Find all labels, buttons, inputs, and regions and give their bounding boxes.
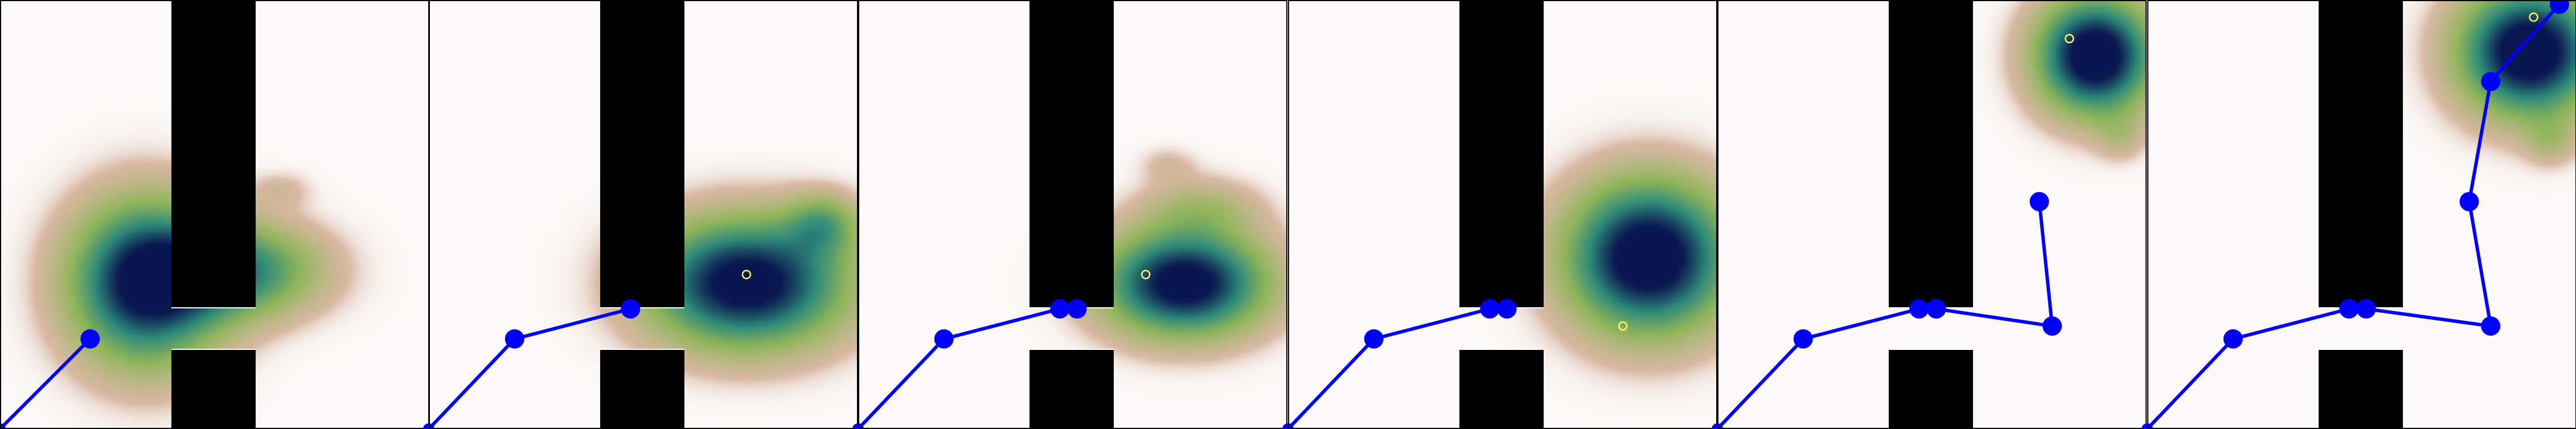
trajectory-node bbox=[2042, 316, 2062, 336]
obstacle-upper bbox=[2319, 0, 2403, 308]
panel-6 bbox=[2142, 0, 2576, 429]
trajectory-line bbox=[2146, 2, 2561, 429]
trajectory-node bbox=[2459, 192, 2479, 212]
trajectory-node bbox=[2481, 72, 2501, 92]
obstacle-upper bbox=[1459, 0, 1544, 308]
trajectory-node bbox=[934, 329, 954, 349]
target-marker bbox=[2529, 12, 2538, 22]
trajectory-node bbox=[504, 329, 524, 349]
trajectory-node bbox=[2356, 299, 2376, 319]
obstacle-lower bbox=[600, 349, 684, 429]
obstacle-upper bbox=[600, 0, 684, 308]
trajectory-node bbox=[1497, 299, 1517, 319]
obstacle-upper bbox=[1029, 0, 1114, 308]
obstacle-lower bbox=[1889, 349, 1973, 429]
trajectory-node bbox=[2481, 316, 2501, 336]
target-marker bbox=[1141, 270, 1151, 279]
trajectory-node bbox=[1480, 299, 1500, 319]
trajectory-node bbox=[1067, 299, 1087, 319]
panel-border bbox=[858, 0, 1287, 429]
trajectory-node bbox=[1364, 329, 1384, 349]
panel-border bbox=[2147, 0, 2576, 429]
obstacle-upper bbox=[1889, 0, 1973, 308]
trajectory-node bbox=[2339, 299, 2359, 319]
trajectory-node bbox=[1793, 329, 1813, 349]
panel-3 bbox=[852, 0, 1287, 429]
panel-1 bbox=[0, 0, 429, 429]
trajectory-node bbox=[1926, 299, 1946, 319]
panel-5 bbox=[1712, 0, 2147, 429]
trajectory-node bbox=[1909, 299, 1929, 319]
panel-border bbox=[429, 0, 858, 429]
trajectory-node bbox=[621, 299, 641, 319]
trajectory-node bbox=[0, 423, 6, 429]
trajectory-node bbox=[2549, 0, 2569, 14]
panel-border bbox=[1717, 0, 2147, 429]
trajectory-node bbox=[80, 329, 100, 349]
obstacle-upper bbox=[171, 0, 256, 308]
trajectory-node bbox=[2223, 329, 2243, 349]
panel-4 bbox=[1282, 0, 1717, 429]
panel-2 bbox=[423, 0, 858, 429]
obstacle-lower bbox=[2319, 349, 2403, 429]
obstacle-lower bbox=[1029, 349, 1114, 429]
target-marker bbox=[1618, 321, 1628, 331]
obstacle-lower bbox=[1459, 349, 1544, 429]
trajectory-line bbox=[0, 337, 92, 429]
target-marker bbox=[741, 270, 752, 279]
trajectory-node bbox=[2029, 192, 2049, 212]
obstacle-lower bbox=[171, 349, 256, 429]
target-marker bbox=[2065, 34, 2074, 44]
panel-border bbox=[1288, 0, 1717, 429]
trajectory-node bbox=[1050, 299, 1070, 319]
